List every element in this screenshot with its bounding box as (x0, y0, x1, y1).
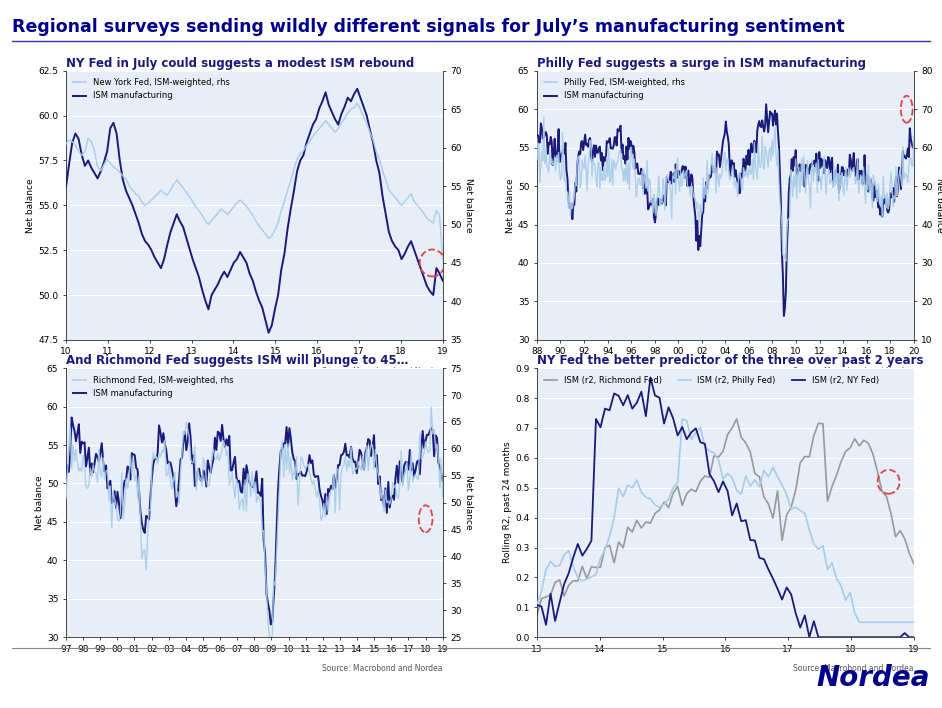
Text: Source: Macrobond and Nordea: Source: Macrobond and Nordea (793, 367, 914, 376)
ISM (r2, Richmond Fed) (908, 559, 919, 568)
ISM (r2, Philly Fed) (676, 415, 688, 423)
Text: And Richmond Fed suggests ISM will plunge to 45…: And Richmond Fed suggests ISM will plung… (66, 354, 409, 367)
ISM (r2, NY Fed) (845, 633, 856, 641)
ISM (r2, NY Fed) (722, 487, 733, 496)
ISM (r2, Philly Fed) (840, 596, 852, 605)
ISM (r2, NY Fed) (826, 633, 837, 641)
ISM (r2, Richmond Fed) (731, 415, 742, 423)
Y-axis label: Net balance: Net balance (464, 178, 473, 233)
ISM (r2, NY Fed) (531, 600, 543, 609)
Line: ISM (r2, NY Fed): ISM (r2, NY Fed) (537, 377, 914, 637)
ISM (r2, Richmond Fed) (699, 472, 710, 480)
Y-axis label: Net balance: Net balance (26, 178, 36, 233)
Y-axis label: Net balance: Net balance (935, 178, 942, 233)
Legend: Philly Fed, ISM-weighted, rhs, ISM manufacturing: Philly Fed, ISM-weighted, rhs, ISM manuf… (541, 75, 688, 104)
ISM (r2, NY Fed) (536, 603, 547, 611)
Y-axis label: Rolling R2, past 24 months: Rolling R2, past 24 months (503, 442, 512, 564)
ISM (r2, Philly Fed) (858, 618, 869, 627)
ISM (r2, Philly Fed) (908, 618, 919, 627)
Text: Source: Macrobond and Nordea: Source: Macrobond and Nordea (793, 664, 914, 673)
Text: NY Fed in July could suggests a modest ISM rebound: NY Fed in July could suggests a modest I… (66, 57, 414, 69)
ISM (r2, Philly Fed) (704, 447, 715, 455)
Legend: Richmond Fed, ISM-weighted, rhs, ISM manufacturing: Richmond Fed, ISM-weighted, rhs, ISM man… (70, 372, 236, 401)
ISM (r2, Philly Fed) (531, 600, 543, 609)
Line: ISM (r2, Philly Fed): ISM (r2, Philly Fed) (537, 419, 914, 622)
ISM (r2, NY Fed) (554, 598, 565, 607)
Text: Regional surveys sending wildly different signals for July’s manufacturing senti: Regional surveys sending wildly differen… (12, 18, 845, 35)
ISM (r2, NY Fed) (908, 633, 919, 641)
ISM (r2, Richmond Fed) (554, 576, 565, 584)
ISM (r2, Philly Fed) (536, 588, 547, 596)
Text: NY Fed the better predictor of the three over past 2 years: NY Fed the better predictor of the three… (537, 354, 923, 367)
Y-axis label: Net balance: Net balance (464, 475, 473, 530)
ISM (r2, Richmond Fed) (531, 611, 543, 620)
Text: Philly Fed suggests a surge in ISM manufacturing: Philly Fed suggests a surge in ISM manuf… (537, 57, 866, 69)
ISM (r2, Philly Fed) (821, 566, 833, 574)
Y-axis label: Net balance: Net balance (506, 178, 515, 233)
ISM (r2, Philly Fed) (554, 561, 565, 570)
ISM (r2, Richmond Fed) (536, 594, 547, 603)
Text: Nordea: Nordea (817, 664, 930, 692)
Y-axis label: Net balance: Net balance (35, 475, 44, 530)
Line: ISM (r2, Richmond Fed): ISM (r2, Richmond Fed) (537, 419, 914, 615)
Legend: ISM (r2, Richmond Fed), ISM (r2, Philly Fed), ISM (r2, NY Fed): ISM (r2, Richmond Fed), ISM (r2, Philly … (541, 372, 882, 388)
ISM (r2, Richmond Fed) (840, 447, 852, 456)
ISM (r2, Richmond Fed) (718, 447, 729, 455)
ISM (r2, NY Fed) (804, 633, 815, 641)
Text: Source: Macrobond and Nordea: Source: Macrobond and Nordea (322, 367, 443, 376)
ISM (r2, NY Fed) (644, 373, 656, 382)
Legend: New York Fed, ISM-weighted, rhs, ISM manufacturing: New York Fed, ISM-weighted, rhs, ISM man… (70, 75, 233, 104)
ISM (r2, Richmond Fed) (821, 497, 833, 506)
ISM (r2, NY Fed) (704, 469, 715, 478)
Text: Source: Macrobond and Nordea: Source: Macrobond and Nordea (322, 664, 443, 673)
ISM (r2, Philly Fed) (722, 469, 733, 478)
